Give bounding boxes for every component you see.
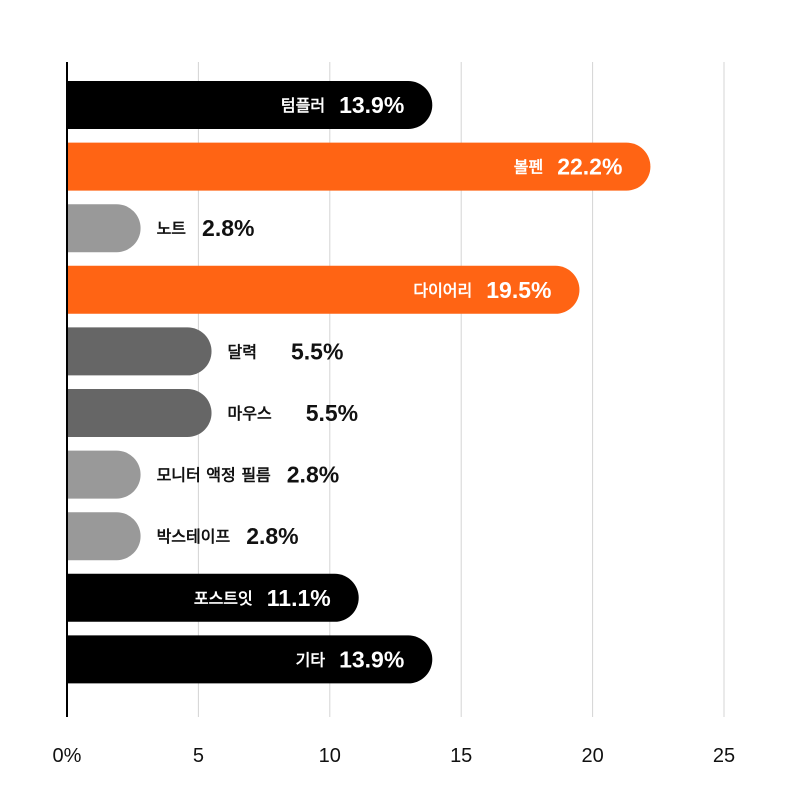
bar-category-label: 텀플러 — [281, 96, 325, 115]
bar-value-label: 2.8% — [202, 215, 254, 241]
x-tick-label: 0% — [53, 745, 82, 767]
bar — [67, 389, 212, 437]
bar-value-label: 2.8% — [246, 523, 298, 549]
bar-value-label: 19.5% — [486, 277, 551, 303]
bar-value-label: 5.5% — [291, 338, 343, 364]
bar — [67, 573, 359, 622]
bar — [67, 635, 433, 684]
bar-labels: 13.9% 텀플러 22.2% 볼펜 2.8% 노트 19.5% 다이어리 5.5% 달력 5.5%… — [157, 92, 623, 672]
x-tick-label: 20 — [581, 745, 603, 767]
bar-category-label: 다이어리 — [413, 281, 472, 300]
x-tick-label: 25 — [713, 745, 735, 767]
bar — [67, 327, 212, 376]
bar-value-label: 5.5% — [306, 400, 358, 426]
bar-value-label: 2.8% — [287, 462, 339, 488]
x-tick-label: 15 — [450, 745, 472, 767]
x-axis-ticks: 0% 5 10 15 20 25 — [53, 745, 736, 767]
bar-category-label: 노트 — [157, 219, 187, 238]
bar — [67, 512, 141, 561]
bars — [67, 81, 651, 684]
x-tick-label: 10 — [319, 745, 341, 767]
x-tick-label: 5 — [193, 745, 204, 767]
bar-value-label: 22.2% — [557, 154, 622, 180]
bar — [67, 450, 141, 499]
bar — [67, 81, 433, 129]
bar-category-label: 달력 — [228, 342, 257, 361]
bar-category-label: 박스테이프 — [157, 527, 231, 546]
bar-category-label: 마우스 — [228, 404, 272, 423]
bar-value-label: 13.9% — [339, 92, 404, 118]
bar-category-label: 포스트잇 — [194, 589, 253, 608]
bar-category-label: 기타 — [296, 650, 326, 669]
bar-category-label: 모니터 액정 필름 — [157, 466, 271, 485]
bar — [67, 265, 580, 314]
bar — [67, 204, 141, 253]
bar-value-label: 13.9% — [339, 646, 404, 672]
bar — [67, 142, 651, 191]
bar-value-label: 11.1% — [267, 585, 331, 611]
bar-category-label: 볼펜 — [514, 158, 543, 177]
